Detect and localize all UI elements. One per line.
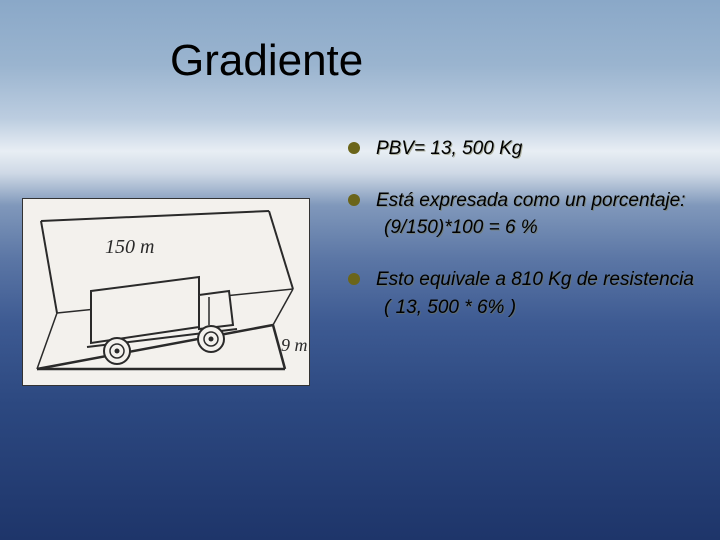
bullet-subtext: (9/150)*100 = 6 %: [376, 215, 698, 241]
bullet-text: PBV= 13, 500 Kg: [376, 138, 522, 159]
label-150m: 150 m: [105, 236, 154, 258]
bullet-subtext: ( 13, 500 * 6% ): [376, 295, 698, 321]
slope-back-edge: [273, 289, 293, 325]
bullet-text: Está expresada como un porcentaje:: [376, 190, 685, 211]
bullet-item: Está expresada como un porcentaje: (9/15…: [348, 188, 698, 241]
slide-title: Gradiente: [170, 36, 363, 86]
slope-left-depth: [37, 313, 57, 369]
diagram-svg: 150 m 9 m: [23, 199, 311, 387]
truck-icon: [87, 277, 237, 364]
bullet-item: Esto equivale a 810 Kg de resistencia ( …: [348, 267, 698, 320]
label-9m: 9 m: [281, 335, 308, 355]
bullet-dot-icon: [348, 273, 360, 285]
bullet-text: Esto equivale a 810 Kg de resistencia: [376, 269, 694, 290]
bg-line: [41, 211, 269, 221]
bullet-dot-icon: [348, 142, 360, 154]
bullet-list: PBV= 13, 500 Kg Está expresada como un p…: [348, 136, 698, 346]
bullet-dot-icon: [348, 194, 360, 206]
bullet-item: PBV= 13, 500 Kg: [348, 136, 698, 162]
bg-line: [269, 211, 293, 289]
gradient-diagram: 150 m 9 m: [22, 198, 310, 386]
bg-line: [41, 221, 57, 313]
